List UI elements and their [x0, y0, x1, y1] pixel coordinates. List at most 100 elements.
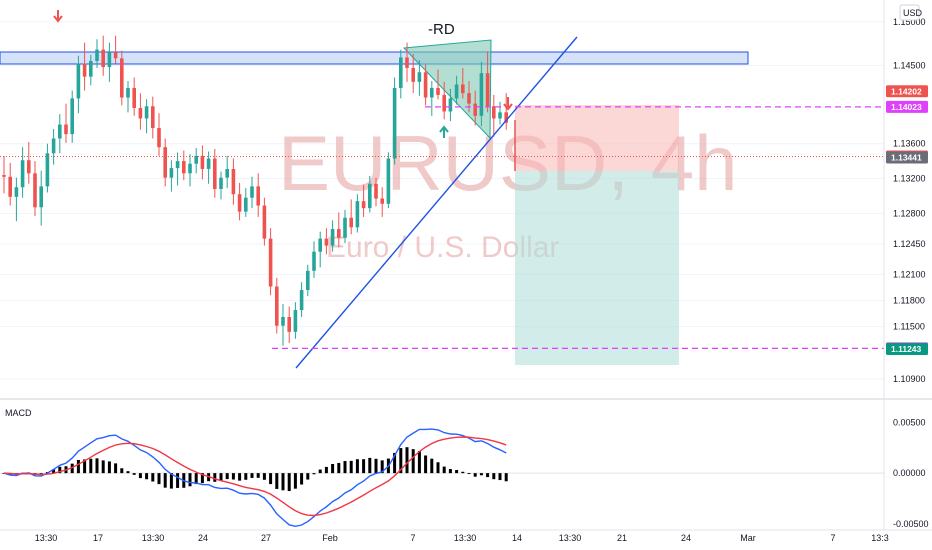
macd-histogram-bar: [343, 461, 347, 474]
time-tick-label: 7: [410, 533, 415, 543]
candle-body: [479, 73, 484, 116]
macd-histogram-bar: [393, 452, 397, 474]
macd-histogram-bar: [300, 473, 304, 485]
macd-histogram-bar: [355, 459, 359, 474]
signal-line: [3, 436, 507, 517]
macd-histogram-bar: [306, 473, 310, 480]
candle-body: [318, 238, 322, 252]
macd-histogram-bar: [411, 449, 415, 474]
candle-body: [423, 72, 428, 98]
macd-histogram-bar: [89, 458, 93, 474]
macd-axis[interactable]: 0.00500 0.00000 -0.00500: [893, 417, 929, 529]
macd-histogram-bar: [58, 466, 62, 474]
macd-tick-label: 0.00000: [893, 468, 926, 478]
candle-body: [275, 286, 279, 326]
candle-body: [70, 98, 74, 135]
macd-histogram-bar: [492, 473, 496, 480]
macd-histogram-bar: [405, 447, 409, 474]
time-tick-label: Feb: [322, 533, 338, 543]
candle-body: [175, 161, 180, 169]
macd-histogram-bar: [479, 473, 483, 476]
macd-histogram-bar: [238, 473, 242, 481]
price-badge-label: 1.11243: [891, 344, 922, 354]
candle-body: [430, 87, 434, 98]
macd-histogram-bar: [331, 464, 335, 474]
price-badge-label: 1.14023: [891, 102, 922, 112]
candle-body: [237, 194, 242, 212]
macd-histogram-bar: [151, 473, 155, 482]
time-tick-label: Mar: [740, 533, 756, 543]
macd-histogram-bar: [213, 473, 217, 482]
macd-histogram-bar: [362, 459, 366, 474]
macd-histogram-bar: [95, 458, 99, 474]
currency-label: USD: [903, 8, 923, 18]
macd-histogram-bar: [225, 473, 229, 480]
time-tick-label: 17: [93, 533, 103, 543]
candle-body: [132, 87, 136, 108]
macd-histogram-bar: [157, 473, 161, 485]
macd-histogram-bar: [231, 473, 235, 480]
macd-histogram-bar: [275, 473, 279, 489]
time-tick-label: 24: [681, 533, 691, 543]
candle-body: [498, 112, 502, 119]
price-tick-label: 1.11500: [893, 322, 925, 332]
candle-body: [27, 160, 31, 174]
candle-body: [194, 155, 198, 164]
time-tick-label: 24: [198, 533, 208, 543]
candle-body: [200, 155, 205, 169]
candle-body: [2, 175, 6, 177]
indicator-label: MACD: [5, 408, 32, 418]
macd-histogram-bar: [281, 473, 285, 491]
macd-histogram-bar: [498, 473, 502, 481]
candle-body: [244, 197, 248, 212]
candle-body: [157, 128, 161, 148]
price-axis[interactable]: 1.15000 1.14500 1.13600 1.13200 1.12800 1.124…: [893, 17, 926, 384]
candle-body: [20, 160, 25, 188]
time-tick-label: 13:3: [871, 533, 889, 543]
price-badge: [886, 342, 928, 355]
price-tick-label: 1.12100: [893, 269, 926, 279]
take-profit-zone[interactable]: [515, 171, 679, 365]
currency-button[interactable]: USD: [899, 4, 923, 21]
macd-histogram-bar: [368, 457, 372, 474]
candle-body: [58, 124, 62, 139]
candle-body: [33, 173, 37, 208]
macd-histogram-bar: [473, 473, 477, 477]
candle-body: [392, 87, 397, 159]
candle-body: [82, 63, 87, 77]
candle-body: [169, 168, 174, 178]
candle-body: [89, 60, 93, 77]
stop-loss-zone[interactable]: [515, 105, 679, 171]
candle-body: [467, 93, 471, 104]
candle-body: [95, 49, 99, 61]
down-arrow-icon: [503, 97, 513, 111]
price-badge: [886, 100, 928, 113]
macd-histogram-bar: [293, 473, 297, 489]
candle-body: [312, 251, 316, 271]
candle-body: [417, 72, 422, 82]
price-badge-label: 1.14202: [891, 86, 922, 96]
macd-histogram-bar: [424, 455, 428, 474]
macd-indicator: [0, 428, 884, 528]
candle-body: [293, 310, 298, 332]
macd-histogram-bar: [455, 469, 459, 474]
candlestick-series: [2, 35, 508, 346]
resistance-zone[interactable]: [0, 51, 749, 65]
macd-histogram-bar: [120, 468, 124, 474]
macd-histogram-bar: [200, 473, 204, 484]
macd-histogram-bar: [417, 451, 421, 474]
macd-histogram-bar: [76, 459, 80, 474]
macd-histogram-bar: [380, 460, 384, 474]
candle-body: [268, 238, 273, 287]
macd-histogram-bar: [176, 473, 180, 488]
trend-line[interactable]: [295, 36, 578, 369]
candle-body: [306, 270, 310, 291]
time-tick-label: 13:30: [454, 533, 477, 543]
time-tick-label: 13:30: [35, 533, 58, 543]
time-axis[interactable]: 13:30 17 13:30 24 27 Feb 7 13:30 14 13:30 21 24 Mar 7…: [35, 533, 889, 543]
candle-body: [76, 63, 81, 99]
price-tick-label: 1.12450: [893, 239, 926, 249]
time-tick-label: 27: [261, 533, 271, 543]
candle-body: [151, 106, 155, 129]
